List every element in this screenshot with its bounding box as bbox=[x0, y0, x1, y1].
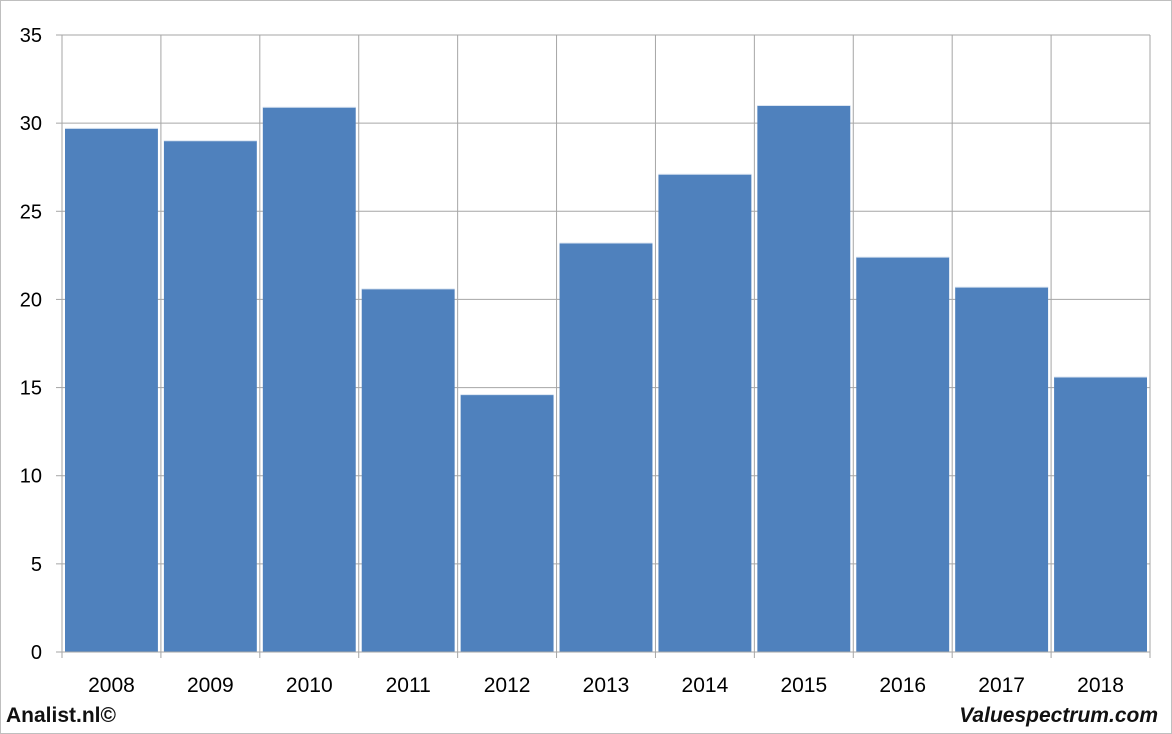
x-tick-labels: 2008 2009 2010 2011 2012 2013 2014 2015 2016 2017… bbox=[88, 674, 1124, 697]
y-tick-label: 25 bbox=[20, 201, 42, 223]
x-tick-label: 2011 bbox=[386, 674, 431, 697]
y-tick-label: 35 bbox=[20, 25, 42, 47]
bar-2017 bbox=[955, 287, 1049, 652]
x-tick-label: 2018 bbox=[1077, 674, 1124, 697]
x-tick-label: 2008 bbox=[88, 674, 135, 697]
bar-2010 bbox=[262, 107, 356, 652]
y-tick-labels: 0 5 10 15 20 25 30 35 bbox=[20, 25, 42, 664]
bar-2011 bbox=[361, 288, 455, 652]
x-tick-label: 2009 bbox=[187, 674, 234, 697]
bar-2014 bbox=[658, 174, 752, 652]
y-tick-label: 10 bbox=[20, 466, 42, 488]
x-tick-label: 2017 bbox=[978, 674, 1025, 697]
bar-2013 bbox=[559, 243, 653, 652]
footer-source-left: Analist.nl© bbox=[6, 704, 116, 727]
x-tick-label: 2012 bbox=[484, 674, 531, 697]
bars bbox=[65, 105, 1147, 653]
axes bbox=[56, 34, 1151, 658]
y-tick-label: 15 bbox=[20, 378, 42, 400]
x-tick-label: 2010 bbox=[286, 674, 333, 697]
bar-2018 bbox=[1054, 376, 1147, 652]
bar-2016 bbox=[856, 257, 950, 652]
footer-source-right: Valuespectrum.com bbox=[959, 704, 1158, 727]
bar-2012 bbox=[460, 394, 554, 652]
y-tick-label: 20 bbox=[20, 289, 42, 311]
bar-2015 bbox=[757, 105, 851, 652]
y-tick-label: 5 bbox=[31, 554, 42, 576]
bar-2008 bbox=[65, 128, 158, 653]
bar-2009 bbox=[163, 140, 257, 652]
x-tick-label: 2016 bbox=[879, 674, 926, 697]
y-tick-label: 0 bbox=[31, 642, 42, 664]
x-tick-label: 2014 bbox=[682, 674, 729, 697]
x-tick-label: 2015 bbox=[780, 674, 827, 697]
y-tick-label: 30 bbox=[20, 113, 42, 135]
x-tick-label: 2013 bbox=[583, 674, 630, 697]
